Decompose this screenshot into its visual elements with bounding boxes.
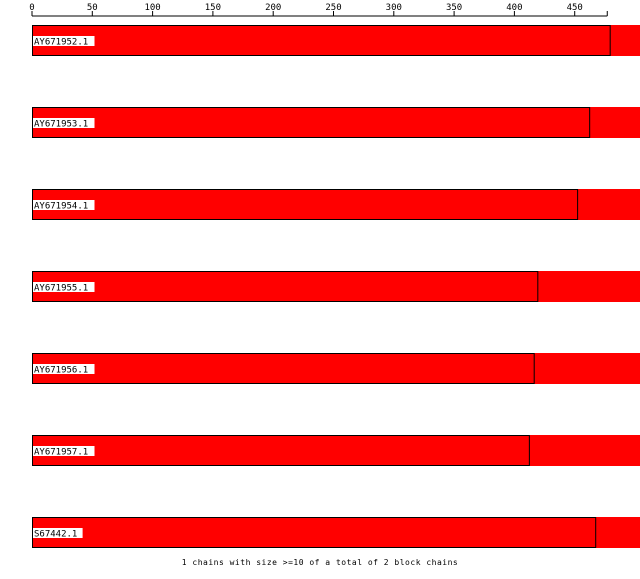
bar-label-bg-0 [33, 36, 95, 46]
bar-label-bg-1 [33, 118, 95, 128]
footer-caption: 1 chains with size >=10 of a total of 2 … [182, 558, 458, 567]
bar-label-5: AY671957.1 [34, 448, 88, 458]
x-tick-label-100: 100 [144, 3, 160, 13]
bar-label-0: AY671952.1 [34, 38, 88, 48]
bar-label-bg-4 [33, 364, 95, 374]
bar-label-4: AY671956.1 [34, 366, 88, 376]
bar-label-6: S67442.1 [34, 530, 77, 540]
x-tick-label-150: 150 [205, 3, 221, 13]
bar-label-bg-6 [33, 528, 83, 538]
bar-AY671957.1 [32, 435, 530, 466]
bar-label-2: AY671954.1 [34, 202, 88, 212]
x-axis: 0 50 100 150 200 250 300 350 400 450 [29, 3, 608, 17]
x-tick-label-250: 250 [325, 3, 341, 13]
bar-AY671953.1 [32, 107, 591, 138]
bar-AY671952.1 [32, 25, 611, 56]
x-tick-label-0: 0 [29, 3, 34, 13]
bar-label-bg-5 [33, 446, 95, 456]
x-tick-label-350: 350 [446, 3, 462, 13]
x-tick-label-200: 200 [265, 3, 281, 13]
x-tick-label-50: 50 [87, 3, 98, 13]
bar-S67442.1 [32, 517, 597, 548]
x-tick-label-300: 300 [386, 3, 402, 13]
x-tick-label-450: 450 [567, 3, 583, 13]
bars: AY671952.1 AY671953.1 AY671954.1 AY671955.1… [32, 25, 640, 548]
bar-label-bg-3 [33, 282, 95, 292]
bar-AY671954.1 [32, 189, 579, 220]
bar-label-1: AY671953.1 [34, 120, 88, 130]
x-tick-label-400: 400 [506, 3, 522, 13]
bar-label-3: AY671955.1 [34, 284, 88, 294]
bar-label-bg-2 [33, 200, 95, 210]
bar-AY671955.1 [32, 271, 539, 302]
bar-AY671956.1 [32, 353, 535, 384]
